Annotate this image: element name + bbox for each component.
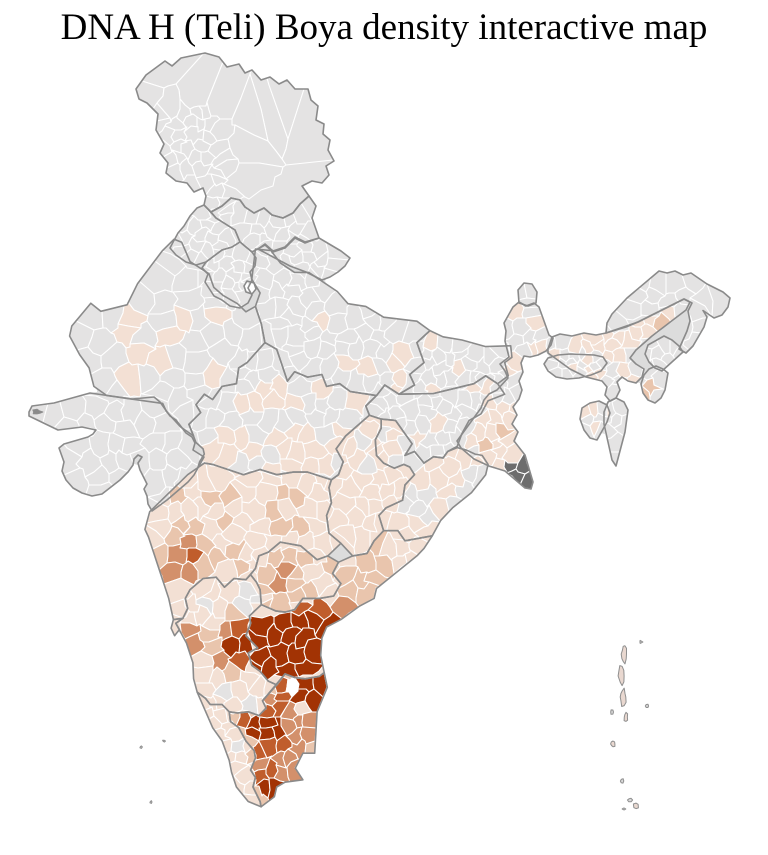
island[interactable] [162,739,166,743]
island[interactable] [139,745,143,749]
state-border-mg [543,353,608,380]
state-border-uk [257,236,351,281]
state-border-as [547,298,691,402]
district[interactable] [294,658,324,678]
district[interactable] [565,357,578,368]
district[interactable] [273,691,293,702]
state-border-mz [603,397,629,467]
district[interactable] [445,495,464,512]
district[interactable] [353,525,371,556]
state-border-pb [169,204,241,266]
state-border-mn [640,365,669,404]
state-borders-layer [28,52,731,808]
state-border-gj [28,392,205,512]
district[interactable] [469,370,481,384]
state-border-nl [644,335,684,372]
district[interactable] [454,369,472,388]
island[interactable] [617,665,625,687]
district[interactable] [249,594,262,604]
district[interactable] [362,373,381,394]
district[interactable] [245,554,258,572]
district[interactable] [259,232,272,245]
island[interactable] [620,645,627,665]
district[interactable] [275,483,290,501]
island[interactable] [644,703,650,708]
islands-layer[interactable] [32,408,650,811]
district[interactable] [324,241,351,261]
island[interactable] [610,709,614,715]
island[interactable] [610,740,616,748]
island[interactable] [623,711,629,722]
state-border-tn [228,671,329,808]
district[interactable] [361,512,378,533]
district[interactable] [333,340,351,357]
island[interactable] [626,797,634,803]
island[interactable] [639,639,644,644]
state-border-ga [170,617,184,637]
state-border-sk [517,282,538,307]
state-border-ar [605,270,731,354]
district[interactable] [301,711,318,729]
state-border-hr [201,241,257,309]
district[interactable] [211,239,230,251]
district[interactable] [639,323,659,340]
island[interactable] [632,802,639,810]
district[interactable] [269,591,292,613]
district[interactable] [640,299,660,317]
district[interactable] [611,347,627,364]
island[interactable] [149,800,153,804]
map-title: DNA H (Teli) Boya density interactive ma… [60,7,708,48]
island[interactable] [621,807,627,811]
district[interactable] [568,353,581,364]
state-border-dl [243,280,257,295]
state-border-tr [579,400,611,441]
island[interactable] [619,778,625,784]
island[interactable] [32,408,44,415]
island[interactable] [619,687,627,707]
district[interactable] [165,447,193,471]
